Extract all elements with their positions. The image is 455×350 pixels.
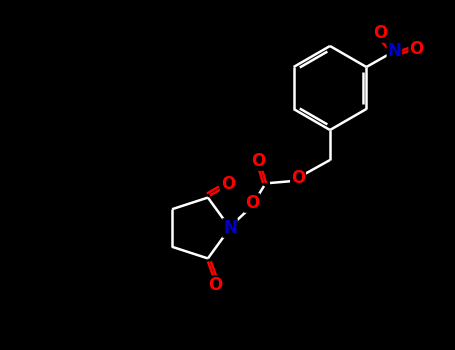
Text: N: N bbox=[388, 42, 401, 60]
Text: O: O bbox=[409, 40, 424, 58]
Text: O: O bbox=[221, 175, 235, 193]
Text: O: O bbox=[373, 24, 388, 42]
Text: O: O bbox=[251, 152, 265, 170]
Text: O: O bbox=[291, 169, 305, 187]
Text: O: O bbox=[245, 194, 259, 212]
Text: O: O bbox=[208, 276, 222, 294]
Text: N: N bbox=[223, 219, 237, 237]
